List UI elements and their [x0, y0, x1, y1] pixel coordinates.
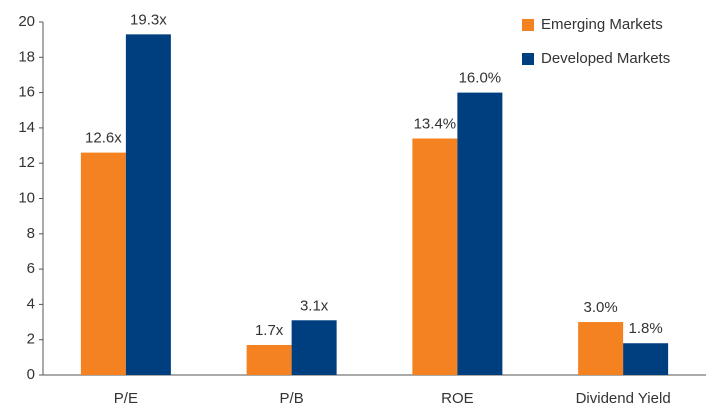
legend-label: Emerging Markets [541, 16, 663, 33]
value-label: 16.0% [459, 70, 502, 87]
legend-swatch [522, 19, 534, 31]
legend-label: Developed Markets [541, 50, 670, 67]
y-tick-label: 18 [18, 48, 35, 65]
value-label: 1.7x [255, 322, 284, 339]
bar [80, 152, 126, 375]
x-tick-label: ROE [441, 390, 474, 407]
y-tick-label: 4 [27, 295, 35, 312]
legend-swatch [522, 53, 534, 65]
y-tick-label: 20 [18, 13, 35, 30]
y-tick-label: 14 [18, 119, 35, 136]
y-tick-label: 10 [18, 189, 35, 206]
x-tick-label: P/E [114, 390, 138, 407]
value-label: 19.3x [130, 11, 167, 28]
value-label: 3.0% [584, 299, 618, 316]
value-label: 3.1x [300, 297, 329, 314]
bar [412, 138, 458, 375]
y-tick-label: 0 [27, 366, 35, 383]
y-tick-label: 6 [27, 260, 35, 277]
y-tick-label: 12 [18, 154, 35, 171]
x-tick-label: P/B [280, 390, 304, 407]
y-tick-label: 8 [27, 225, 35, 242]
y-tick-label: 16 [18, 84, 35, 101]
x-tick-label: Dividend Yield [576, 390, 671, 407]
bar [125, 34, 171, 375]
y-tick-label: 2 [27, 331, 35, 348]
value-label: 12.6x [85, 130, 122, 147]
bar [246, 344, 292, 375]
bar [457, 92, 503, 375]
bar [578, 322, 624, 375]
value-label: 13.4% [414, 115, 457, 132]
bar [291, 320, 337, 375]
value-label: 1.8% [629, 320, 663, 337]
bar [623, 343, 669, 375]
